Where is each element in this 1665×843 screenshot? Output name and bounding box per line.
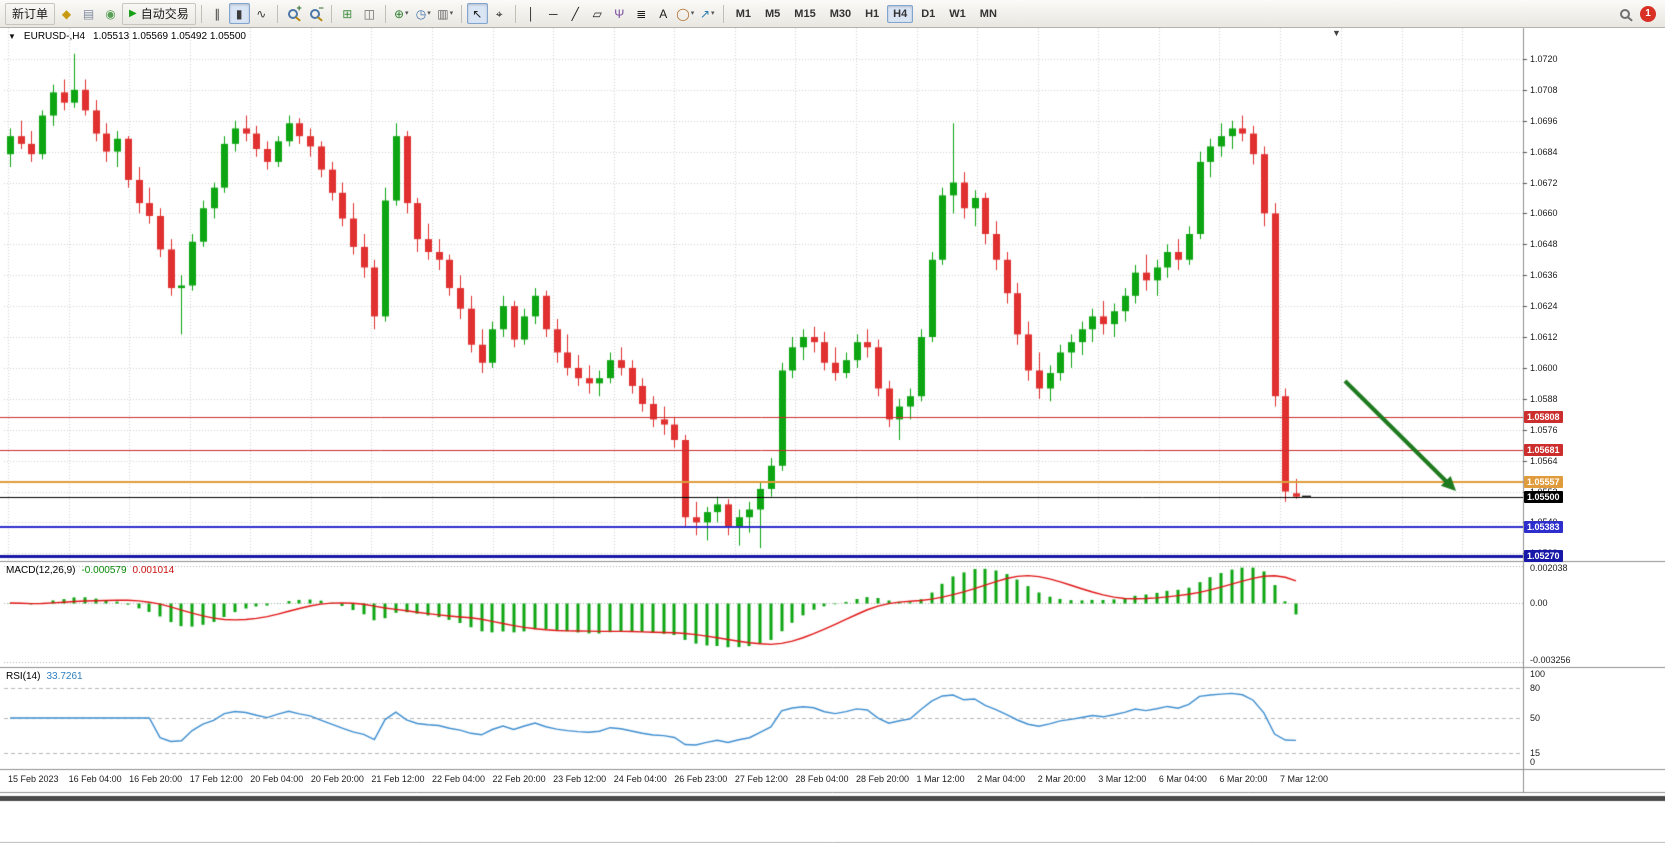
data-window-icon-glyph: ▤ <box>82 6 95 21</box>
market-watch-icon[interactable]: ◆ <box>56 3 77 24</box>
bar-chart-mode-icon-glyph: ∥ <box>214 6 221 21</box>
period-clock-icon-glyph: ◷ <box>415 6 427 21</box>
zoom-in-button[interactable]: + <box>283 3 304 24</box>
new-chart-icon[interactable]: ⊕ ▾ <box>391 3 412 24</box>
rsi-indicator-label: RSI(14) 33.7261 <box>6 671 83 682</box>
autotrade-button-icon: ▶ <box>129 7 137 19</box>
timeframe-M5[interactable]: M5 <box>759 5 786 23</box>
horizontal-line-icon[interactable]: ─ <box>543 3 564 24</box>
new-order-button[interactable]: 新订单 <box>5 2 56 25</box>
timeframe-M15[interactable]: M15 <box>788 5 821 23</box>
zoom-in-button-sign: + <box>296 3 302 13</box>
macd-signal-value: 0.001014 <box>132 565 175 576</box>
tile-windows-icon-glyph: ⊞ <box>342 6 353 21</box>
timeframe-W1[interactable]: W1 <box>943 5 972 23</box>
arrows-icon-caret[interactable]: ▾ <box>711 10 715 17</box>
text-label-icon[interactable]: A <box>653 3 674 24</box>
candlestick-mode-icon[interactable]: ▮ <box>228 3 250 24</box>
toolbar-separator <box>330 4 332 23</box>
search-icon[interactable] <box>1614 3 1635 24</box>
rsi-name: RSI(14) <box>6 671 41 682</box>
macd-indicator-label: MACD(12,26,9) -0.000579 0.001014 <box>6 565 174 576</box>
arrows-icon-glyph: ↗ <box>699 6 710 21</box>
navigator-icon-glyph: ◉ <box>105 6 116 21</box>
navigator-icon[interactable]: ◉ <box>100 3 121 24</box>
shapes-icon[interactable]: ◯ ▾ <box>675 3 696 24</box>
ohlc-values: 1.05513 1.05569 1.05492 1.05500 <box>93 31 246 42</box>
cascade-windows-icon[interactable]: ◫ <box>359 3 380 24</box>
cursor-icon-glyph: ↖ <box>472 6 483 21</box>
new-order-button-label: 新订单 <box>12 7 49 21</box>
timeframe-group: M1 M5 M15 M30 H1 H4 D1 W1 MN <box>729 4 1004 23</box>
crosshair-icon[interactable]: ⌖ <box>489 3 510 24</box>
arrows-icon[interactable]: ↗ ▾ <box>697 3 718 24</box>
macd-main-value: -0.000579 <box>81 565 127 576</box>
trendline-icon[interactable]: ╱ <box>565 3 586 24</box>
bar-chart-mode-icon[interactable]: ∥ <box>207 3 228 24</box>
templates-icon-caret[interactable]: ▾ <box>449 10 454 17</box>
one-click-trading-toggle[interactable]: ▼ <box>8 32 16 41</box>
macd-name: MACD(12,26,9) <box>6 565 76 576</box>
zoom-out-button[interactable]: − <box>305 3 326 24</box>
data-window-icon[interactable]: ▤ <box>78 3 99 24</box>
toolbar-separator <box>384 4 386 23</box>
channel-icon[interactable]: ▱ <box>587 3 608 24</box>
candlestick-mode-icon-glyph: ▮ <box>235 6 243 21</box>
line-chart-mode-icon[interactable]: ∿ <box>251 3 272 24</box>
toolbar-separator <box>460 4 462 23</box>
templates-icon-glyph: ▥ <box>437 6 449 21</box>
templates-icon[interactable]: ▥ ▾ <box>435 3 456 24</box>
zoom-in-button-glyph <box>288 8 299 19</box>
new-chart-icon-caret[interactable]: ▾ <box>405 10 409 17</box>
channel-icon-glyph: ▱ <box>592 6 602 21</box>
timeframe-M30[interactable]: M30 <box>824 5 857 23</box>
crosshair-icon-glyph: ⌖ <box>495 6 503 21</box>
cascade-windows-icon-glyph: ◫ <box>363 6 375 21</box>
autotrade-button-label: 自动交易 <box>140 7 189 21</box>
autotrade-button[interactable]: ▶ 自动交易 <box>122 2 196 25</box>
chart-title: ▼ EURUSD-,H4 1.05513 1.05569 1.05492 1.0… <box>8 31 246 42</box>
period-clock-icon-caret[interactable]: ▾ <box>427 10 431 17</box>
timeframe-H4[interactable]: H4 <box>887 4 914 23</box>
timeframe-M1[interactable]: M1 <box>730 5 757 23</box>
period-clock-icon[interactable]: ◷ ▾ <box>413 3 434 24</box>
search-icon-glyph <box>1619 8 1630 19</box>
chart-shift-marker[interactable]: ▼ <box>1332 28 1341 38</box>
text-label-icon-glyph: A <box>659 6 668 21</box>
timeframe-MN[interactable]: MN <box>974 5 1003 23</box>
line-chart-mode-icon-glyph: ∿ <box>256 6 267 21</box>
timeframe-H1[interactable]: H1 <box>859 5 885 23</box>
main-toolbar: 新订单 ◆ ▤ ◉ ▶ 自动交易 ∥ ▮ ∿ + − ⊞ ◫ ⊕ ▾ ◷ ▾ ▥ ▾ ↖ ⌖ │ ─ ╱ ▱ Ψ ≣ A ◯ ▾ ↗ ▾ M1 M… <box>0 0 1665 28</box>
toolbar-separator <box>514 4 516 23</box>
pitchfork-icon[interactable]: Ψ <box>609 3 630 24</box>
vertical-line-icon[interactable]: │ <box>521 3 542 24</box>
new-chart-icon-glyph: ⊕ <box>393 6 404 21</box>
toolbar-separator <box>722 4 724 23</box>
toolbar-separator <box>200 4 202 23</box>
fibonacci-icon-glyph: ≣ <box>636 6 647 21</box>
notification-badge[interactable]: 1 <box>1640 5 1656 22</box>
pitchfork-icon-glyph: Ψ <box>614 6 625 21</box>
shapes-icon-glyph: ◯ <box>676 6 690 21</box>
timeframe-D1[interactable]: D1 <box>915 5 941 23</box>
market-watch-icon-glyph: ◆ <box>61 6 72 21</box>
cursor-icon[interactable]: ↖ <box>466 3 488 24</box>
toolbar-separator <box>276 4 278 23</box>
trendline-icon-glyph: ╱ <box>571 6 579 21</box>
rsi-value: 33.7261 <box>46 671 83 682</box>
symbol-timeframe-label: EURUSD-,H4 <box>23 31 86 42</box>
fibonacci-icon[interactable]: ≣ <box>631 3 652 24</box>
shapes-icon-caret[interactable]: ▾ <box>690 10 695 17</box>
zoom-out-button-sign: − <box>318 3 324 13</box>
tile-windows-icon[interactable]: ⊞ <box>337 3 358 24</box>
horizontal-line-icon-glyph: ─ <box>548 6 558 21</box>
zoom-out-button-glyph <box>310 8 321 19</box>
vertical-line-icon-glyph: │ <box>527 6 535 21</box>
